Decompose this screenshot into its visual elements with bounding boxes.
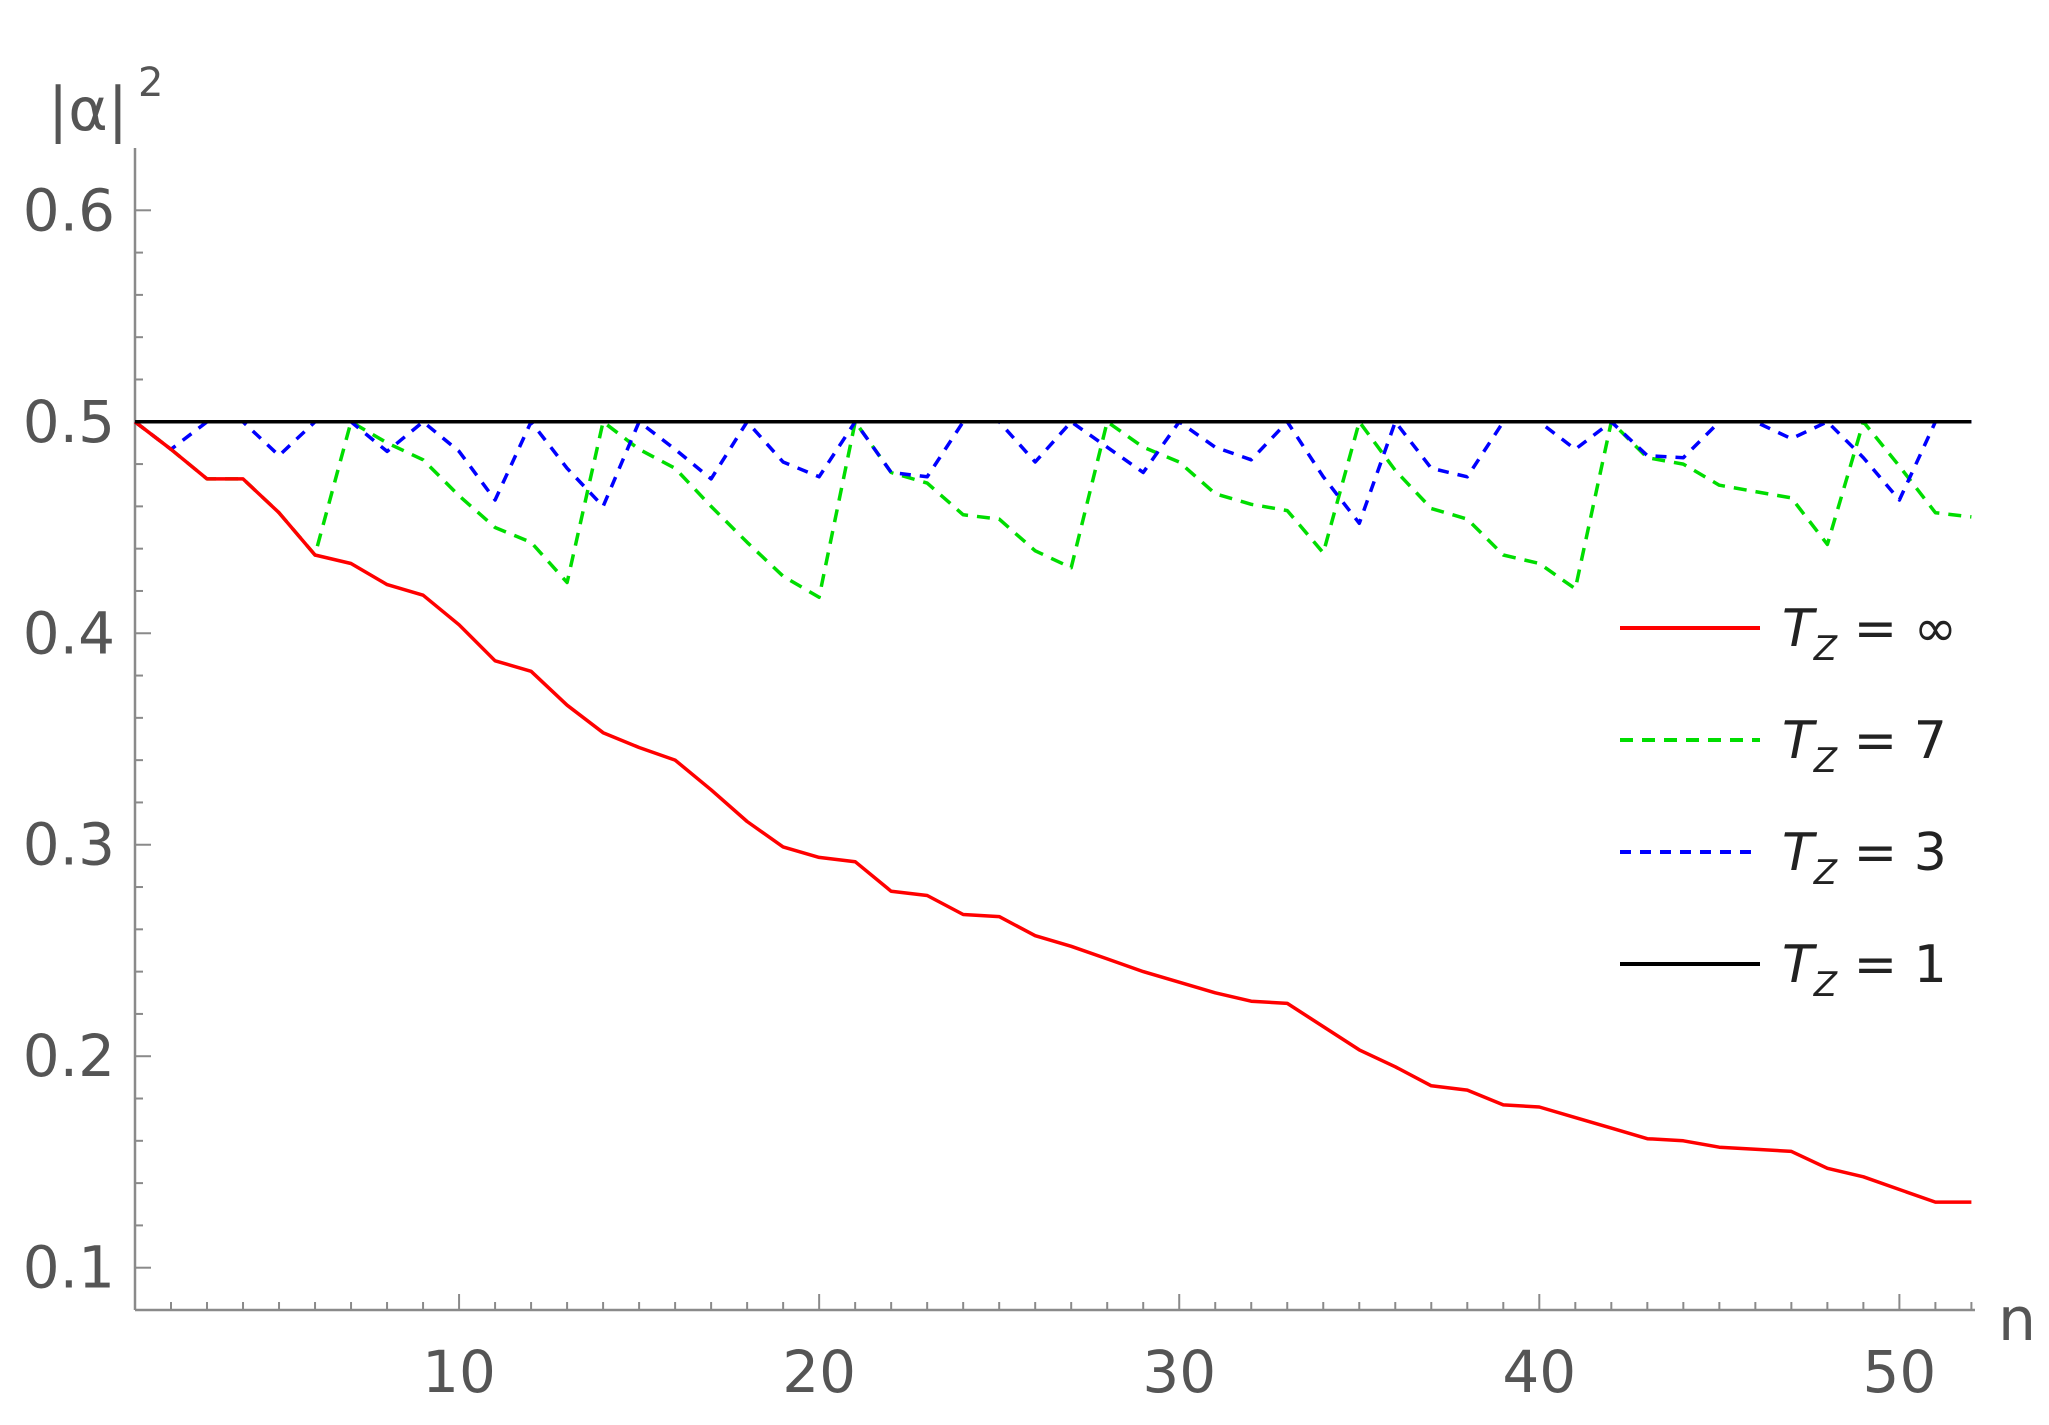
x-tick-label: 30 <box>1142 1338 1216 1406</box>
y-tick-label: 0.2 <box>23 1022 115 1090</box>
y-tick-label: 0.4 <box>23 599 115 667</box>
x-axis-title: n <box>1998 1285 2036 1355</box>
y-tick-label: 0.6 <box>23 176 115 244</box>
legend-label: TZ = 3 <box>1782 823 1947 893</box>
legend: TZ = ∞ TZ = 7 TZ = 3 TZ = 1 <box>1620 599 1957 1005</box>
series-layer <box>133 420 1972 1204</box>
x-tick-label: 10 <box>422 1338 496 1406</box>
x-tick-label: 20 <box>782 1338 856 1406</box>
series-line-2 <box>133 420 1972 600</box>
series-line-3 <box>133 420 1972 526</box>
y-tick-label: 0.3 <box>23 811 115 879</box>
legend-label: TZ = 7 <box>1782 711 1947 781</box>
legend-label: TZ = 1 <box>1782 935 1947 1005</box>
x-tick-label: 50 <box>1862 1338 1936 1406</box>
y-tick-label: 0.1 <box>23 1234 115 1302</box>
axes: 10 20 30 40 50 0.1 0.2 0.3 0.4 0.5 0.6 n |α| 2 <box>23 60 2036 1406</box>
y-axis-title: |α| 2 <box>48 60 163 145</box>
series-line-1 <box>133 420 1972 1204</box>
y-tick-label: 0.5 <box>23 388 115 456</box>
x-tick-label: 40 <box>1502 1338 1576 1406</box>
legend-label: TZ = ∞ <box>1782 599 1957 669</box>
